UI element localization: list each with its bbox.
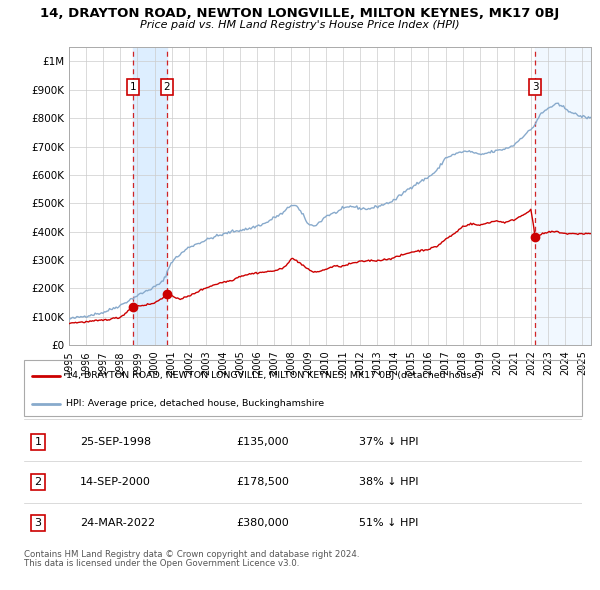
Text: This data is licensed under the Open Government Licence v3.0.: This data is licensed under the Open Gov… [24, 559, 299, 568]
Text: £178,500: £178,500 [236, 477, 289, 487]
Text: 1: 1 [130, 82, 136, 92]
Text: 14, DRAYTON ROAD, NEWTON LONGVILLE, MILTON KEYNES, MK17 0BJ (detached house): 14, DRAYTON ROAD, NEWTON LONGVILLE, MILT… [66, 371, 481, 380]
Text: 38% ↓ HPI: 38% ↓ HPI [359, 477, 418, 487]
Bar [133, 47, 167, 345]
Text: HPI: Average price, detached house, Buckinghamshire: HPI: Average price, detached house, Buck… [66, 399, 324, 408]
Text: 2: 2 [34, 477, 41, 487]
Text: Price paid vs. HM Land Registry's House Price Index (HPI): Price paid vs. HM Land Registry's House … [140, 20, 460, 30]
Text: £135,000: £135,000 [236, 437, 289, 447]
Text: 25-SEP-1998: 25-SEP-1998 [80, 437, 151, 447]
Text: 1: 1 [34, 437, 41, 447]
Text: £380,000: £380,000 [236, 518, 289, 528]
Text: 14-SEP-2000: 14-SEP-2000 [80, 477, 151, 487]
Text: 14, DRAYTON ROAD, NEWTON LONGVILLE, MILTON KEYNES, MK17 0BJ: 14, DRAYTON ROAD, NEWTON LONGVILLE, MILT… [40, 7, 560, 20]
Text: 3: 3 [34, 518, 41, 528]
Text: 24-MAR-2022: 24-MAR-2022 [80, 518, 155, 528]
Text: 3: 3 [532, 82, 538, 92]
Text: 37% ↓ HPI: 37% ↓ HPI [359, 437, 418, 447]
Text: Contains HM Land Registry data © Crown copyright and database right 2024.: Contains HM Land Registry data © Crown c… [24, 550, 359, 559]
Text: 51% ↓ HPI: 51% ↓ HPI [359, 518, 418, 528]
Bar [535, 47, 591, 345]
Text: 2: 2 [163, 82, 170, 92]
